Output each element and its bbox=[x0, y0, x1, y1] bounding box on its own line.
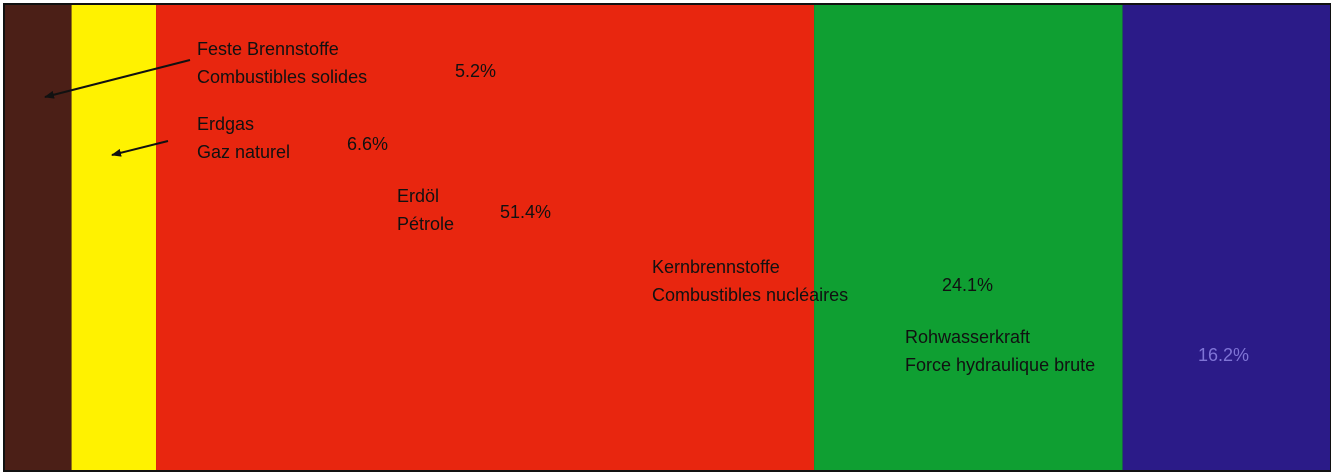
series-label: Erdgas bbox=[197, 114, 254, 134]
series-label: Gaz naturel bbox=[197, 142, 290, 162]
bar-segment bbox=[71, 5, 157, 470]
series-label: Rohwasserkraft bbox=[905, 327, 1030, 347]
series-label: Kernbrennstoffe bbox=[652, 257, 780, 277]
series-label: Combustibles solides bbox=[197, 67, 367, 87]
series-label: Pétrole bbox=[397, 214, 454, 234]
value-label: 16.2% bbox=[1198, 345, 1249, 365]
series-label: Erdöl bbox=[397, 186, 439, 206]
value-label: 6.6% bbox=[347, 134, 388, 154]
value-label: 5.2% bbox=[455, 61, 496, 81]
leader-arrow bbox=[111, 140, 169, 157]
bar-segment bbox=[814, 5, 1123, 470]
series-label: Combustibles nucléaires bbox=[652, 285, 848, 305]
series-label: Feste Brennstoffe bbox=[197, 39, 339, 59]
value-label: 51.4% bbox=[500, 202, 551, 222]
value-label: 24.1% bbox=[942, 275, 993, 295]
series-label: Force hydraulique brute bbox=[905, 355, 1095, 375]
bar-segment bbox=[1122, 5, 1330, 470]
bar-segment bbox=[156, 5, 815, 470]
leader-arrow bbox=[44, 59, 191, 99]
bar-segment bbox=[5, 5, 72, 470]
